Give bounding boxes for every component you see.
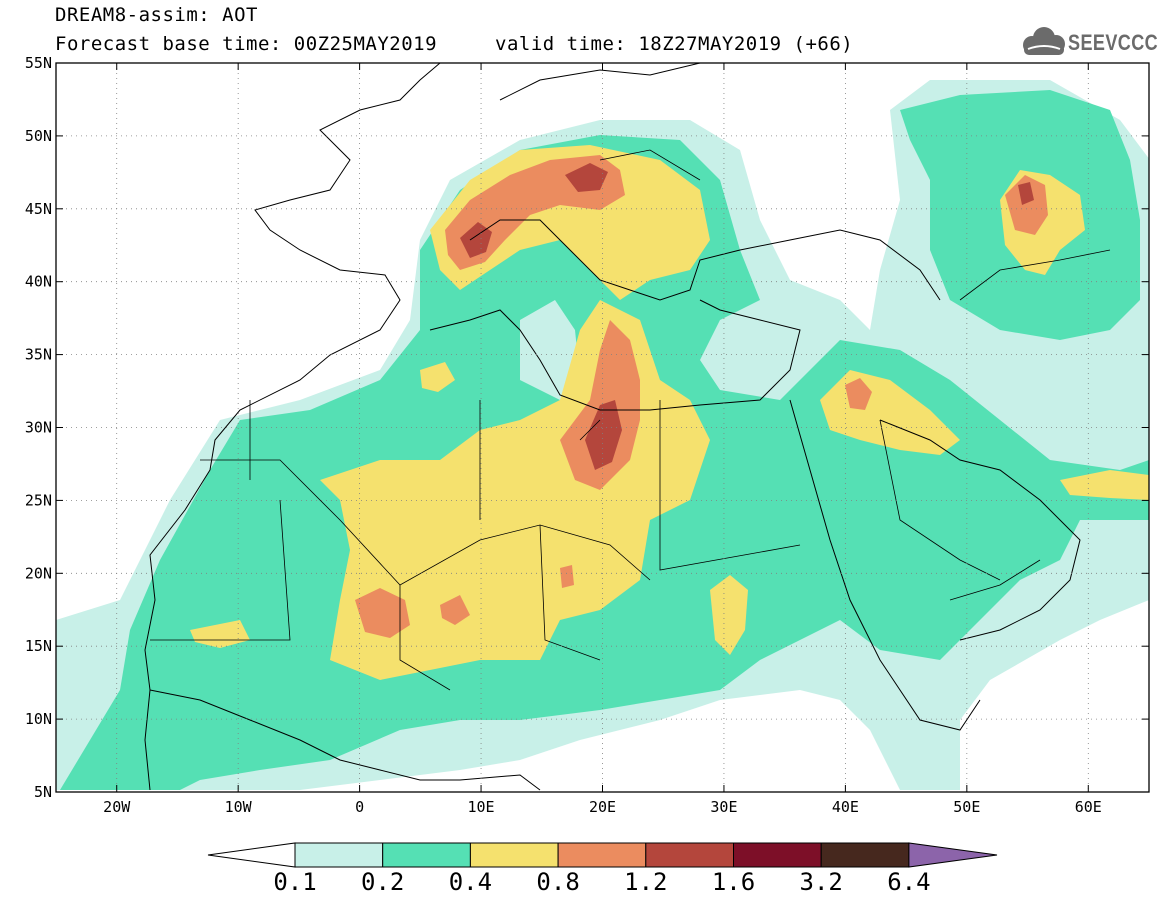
- lon-label: 50E: [953, 798, 980, 816]
- grid-lines: [56, 63, 1149, 792]
- lat-label: 50N: [25, 127, 52, 145]
- lat-label: 30N: [25, 419, 52, 437]
- lat-label: 45N: [25, 200, 52, 218]
- lat-label: 25N: [25, 491, 52, 509]
- colorbar-box: [645, 842, 734, 868]
- colorbar-label: 1.2: [624, 868, 668, 896]
- colorbar-label: 1.6: [711, 868, 756, 896]
- aot-field: [56, 80, 1149, 790]
- axis-ticks: [56, 62, 1149, 793]
- longitude-labels: 20W 10W 0 10E 20E 30E 40E 50E 60E: [103, 798, 1102, 816]
- map-title: DREAM8-assim: AOT: [55, 4, 258, 26]
- lat-label: 5N: [34, 783, 52, 801]
- colorbar-high-arrow: [908, 842, 998, 868]
- colorbar-low-arrow: [207, 842, 296, 868]
- logo-text: SEEVCCC: [1068, 30, 1159, 55]
- lon-label: 30E: [710, 798, 737, 816]
- colorbar-label: 0.8: [536, 868, 580, 896]
- latitude-labels: 55N 50N 45N 40N 35N 30N 25N 20N 15N 10N 5N: [25, 54, 52, 801]
- colorbar-label: 0.1: [273, 868, 317, 896]
- colorbar-label: 3.2: [799, 868, 843, 896]
- colorbar-box: [820, 842, 910, 868]
- lat-label: 20N: [25, 564, 52, 582]
- colorbar-box: [469, 842, 559, 868]
- lon-label: 60E: [1075, 798, 1102, 816]
- time-info: Forecast base time: 00Z25MAY2019 valid ti…: [55, 33, 853, 55]
- colorbar-label: 6.4: [887, 868, 931, 896]
- lon-label: 20W: [103, 798, 131, 816]
- colorbar-box: [557, 842, 647, 868]
- lat-label: 40N: [25, 273, 52, 291]
- lat-label: 15N: [25, 637, 52, 655]
- coastlines: [144, 63, 1081, 791]
- colorbar-box: [382, 842, 471, 868]
- lon-label: 40E: [832, 798, 859, 816]
- lat-label: 55N: [25, 54, 52, 72]
- cloud-logo-icon: [1023, 27, 1065, 55]
- lat-label: 10N: [25, 710, 52, 728]
- lon-label: 10E: [468, 798, 495, 816]
- colorbar-label: 0.2: [361, 868, 405, 896]
- lon-label: 20E: [589, 798, 616, 816]
- base-time: Forecast base time: 00Z25MAY2019: [55, 33, 438, 55]
- colorbar-box: [733, 842, 822, 868]
- country-borders: [150, 149, 1111, 691]
- lon-label: 0: [355, 798, 364, 816]
- colorbar-box: [294, 842, 384, 868]
- lat-label: 35N: [25, 346, 52, 364]
- colorbar-label: 0.4: [448, 868, 493, 896]
- valid-time: valid time: 18Z27MAY2019 (+66): [495, 33, 854, 55]
- lon-label: 10W: [225, 798, 253, 816]
